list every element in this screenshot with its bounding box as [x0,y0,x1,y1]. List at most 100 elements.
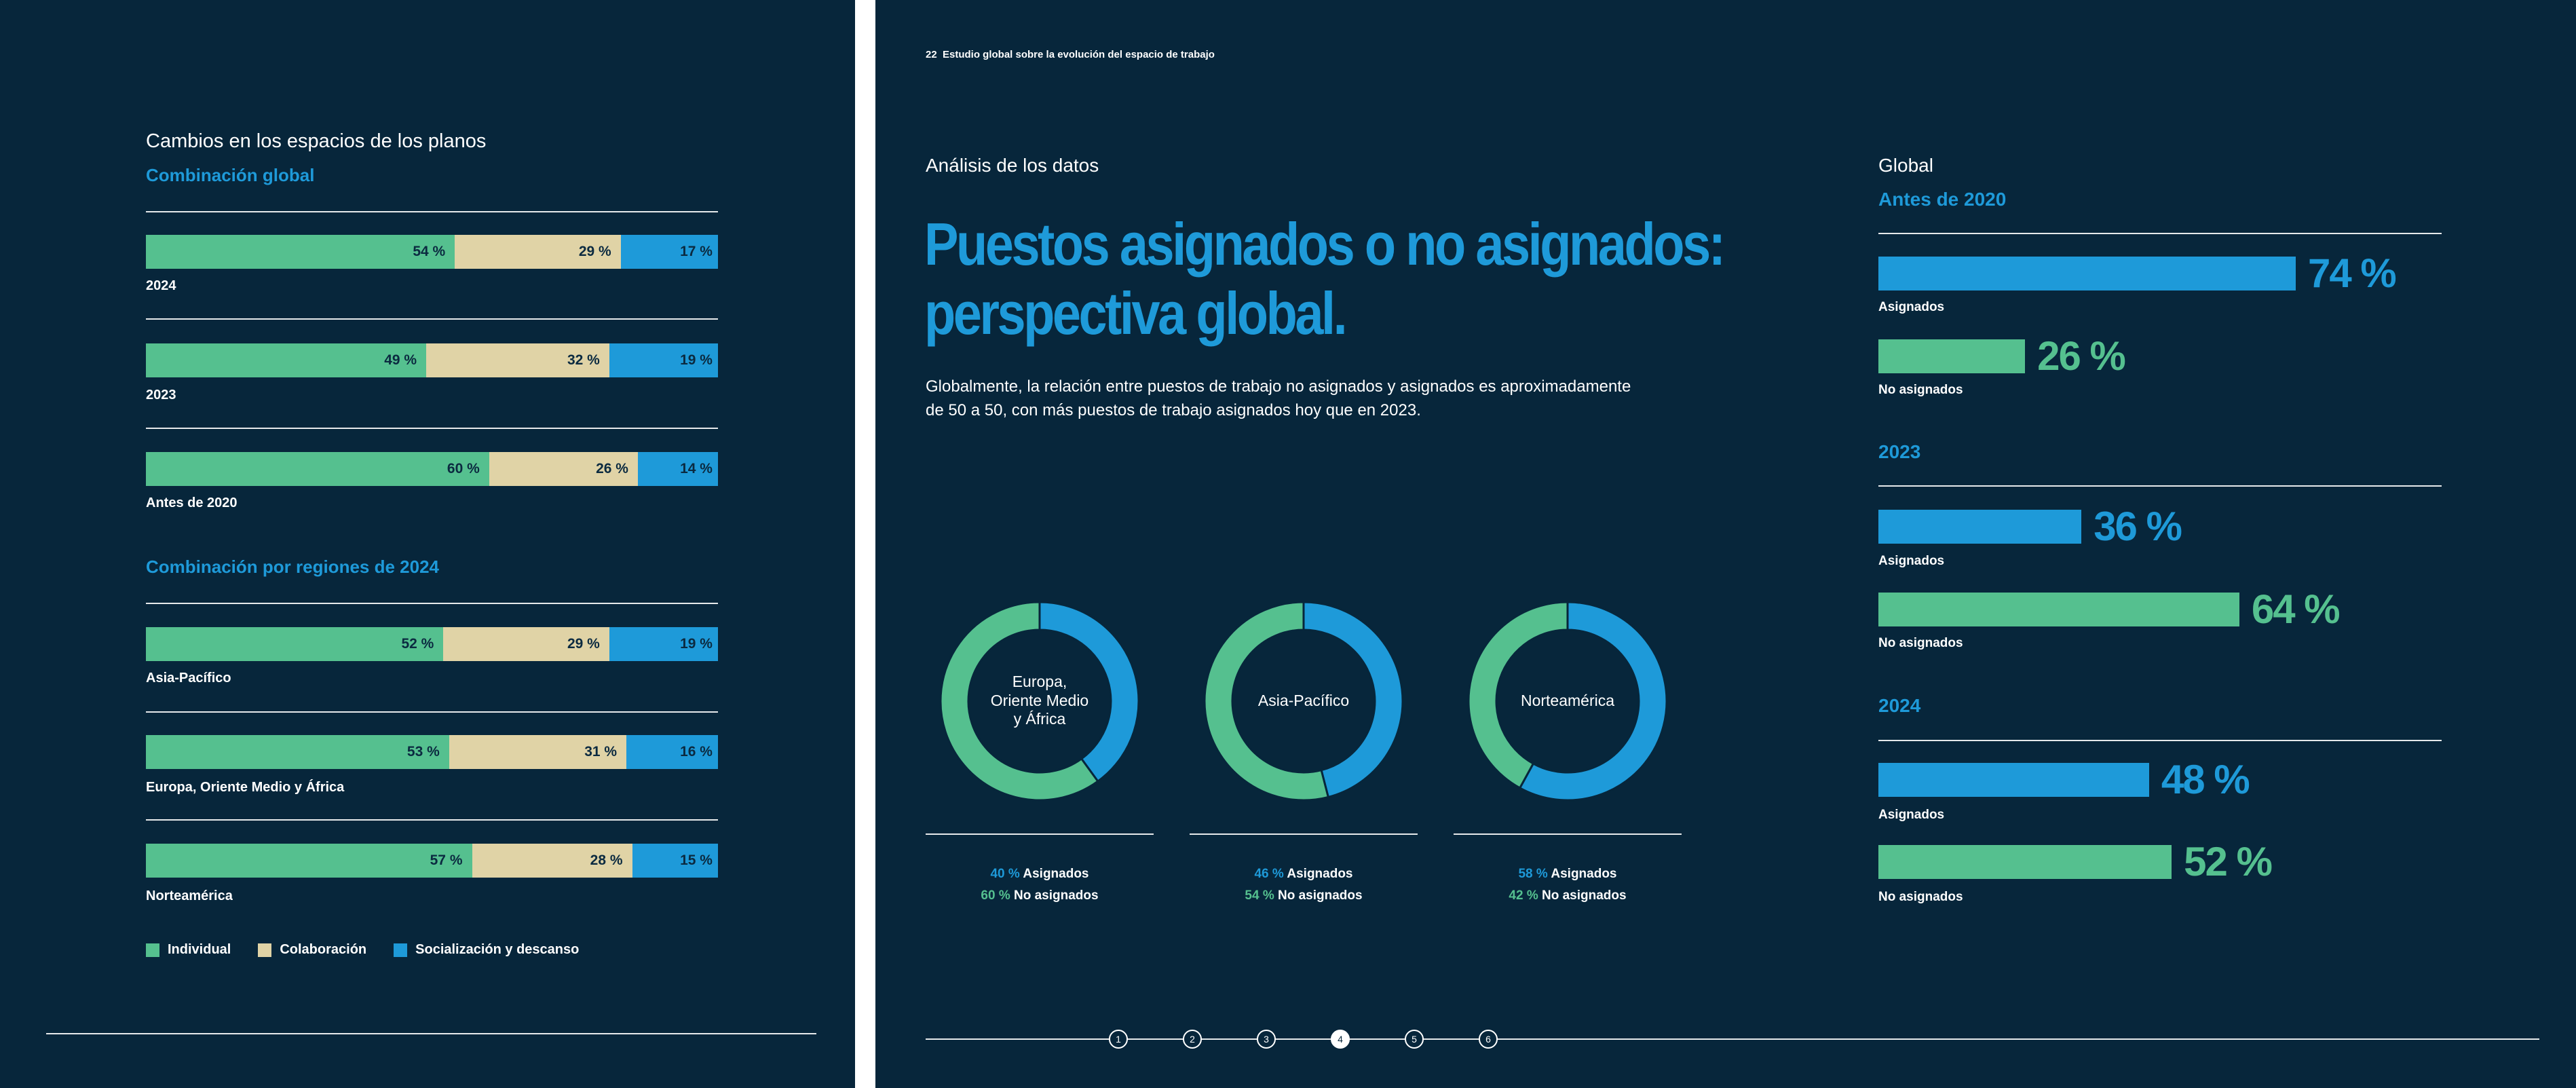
global-bar-no-asignados [1878,593,2239,626]
legend-label-individual: Individual [168,942,231,957]
bar-segment-colaboracion: 32 % [426,343,609,377]
legend-swatch-colaboracion [258,943,272,957]
pager-dot-4[interactable]: 4 [1331,1030,1350,1049]
legend-swatch-individual [146,943,159,957]
global-title: Global [1878,155,1933,176]
global-group-rule [1878,485,2442,487]
bar-segment-individual: 49 % [146,343,427,377]
global-bar-label: Asignados [1878,554,1945,568]
bar-segment-colaboracion: 26 % [489,452,638,486]
global-group-rule [1878,233,2442,234]
stacked-chart-rule [146,211,718,212]
legend-swatch-socializacion [394,943,408,957]
global-bar-asignados [1878,257,2296,290]
donut-center-label: Asia-Pacífico [1257,692,1350,709]
global-group-title: Antes de 2020 [1878,189,2007,210]
bar-category-label: Europa, Oriente Medio y África [146,780,345,795]
global-bar-row-no-asignados: 26 % [1878,336,2126,377]
donut-legend-no-asignados: 60 % No asignados [981,888,1099,903]
global-bar-row-asignados: 48 % [1878,759,2250,800]
global-bar-row-no-asignados: 64 % [1878,589,2341,630]
global-bar-value: 36 % [2094,504,2182,549]
bar-category-label: 2023 [146,388,176,402]
pager-dot-6[interactable]: 6 [1479,1030,1498,1049]
global-bar-row-asignados: 36 % [1878,506,2182,547]
global-bar-no-asignados [1878,845,2172,879]
pager-dot-1[interactable]: 1 [1109,1030,1128,1049]
pager-dot-2[interactable]: 2 [1183,1030,1202,1049]
donut-legend-no-asignados: 42 % No asignados [1509,888,1627,903]
global-bar-value: 74 % [2308,250,2397,296]
global-bar-value: 64 % [2251,586,2341,632]
headline-line2: perspectiva global. [924,280,1348,347]
headline-line1: Puestos asignados o no asignados: [924,210,1726,278]
body-line2: de 50 a 50, con más puestos de trabajo a… [926,401,1421,419]
donut-legend-asignados: 58 % Asignados [1518,867,1617,881]
donut-legend: 46 % Asignados 54 % No asignados [1188,863,1419,907]
stacked-bar: 54 % 29 % 17 % [146,235,718,269]
bar-segment-colaboracion: 29 % [443,627,609,661]
bar-segment-socializacion: 17 % [620,235,718,269]
legend-item-individual: Individual [146,942,231,958]
bar-segment-colaboracion: 31 % [449,735,627,769]
legend-item-colaboracion: Colaboración [258,942,366,958]
stacked-chart-rule [146,428,718,429]
bar-segment-individual: 52 % [146,627,444,661]
global-bar-label: No asignados [1878,383,1963,397]
legend: Individual Colaboración Socialización y … [146,942,579,958]
bar-segment-socializacion: 19 % [609,627,718,661]
donut-legend: 58 % Asignados 42 % No asignados [1452,863,1683,907]
donut-rule [1454,833,1682,835]
pager-dot-5[interactable]: 5 [1405,1030,1424,1049]
bar-segment-individual: 53 % [146,735,449,769]
stacked-bar: 49 % 32 % 19 % [146,343,718,377]
regional-section-title: Combinación por regiones de 2024 [146,557,439,577]
bar-segment-individual: 57 % [146,844,472,878]
global-bar-value: 26 % [2037,333,2126,379]
donut-rule [926,833,1154,835]
global-bar-value: 48 % [2161,757,2250,802]
kicker: Análisis de los datos [926,155,1099,176]
global-bar-asignados [1878,510,2082,544]
bar-segment-colaboracion: 29 % [455,235,621,269]
bar-segment-socializacion: 15 % [632,844,718,878]
global-bar-row-asignados: 74 % [1878,253,2397,294]
global-bar-label: No asignados [1878,636,1963,650]
global-group-title: 2023 [1878,441,1921,462]
bar-category-label: Norteamérica [146,888,233,903]
left-page [0,0,855,1088]
bar-segment-colaboracion: 28 % [472,844,632,878]
stacked-chart-rule [146,711,718,713]
body-line1: Globalmente, la relación entre puestos d… [926,377,1631,396]
stacked-chart-rule [146,318,718,320]
global-group-title: 2024 [1878,695,1921,716]
donut-legend-asignados: 46 % Asignados [1254,867,1353,881]
global-bar-value: 52 % [2184,839,2273,884]
global-bar-no-asignados [1878,339,2026,373]
global-bar-row-no-asignados: 52 % [1878,839,2273,884]
donut-legend-no-asignados: 54 % No asignados [1245,888,1363,903]
bar-category-label: Asia-Pacífico [146,671,231,686]
stacked-chart-rule [146,603,718,604]
donut-center-label: Europa, Oriente Medio y África [990,673,1089,728]
global-group-rule [1878,740,2442,741]
legend-label-socializacion: Socialización y descanso [415,942,580,957]
donut-center-label: Norteamérica [1520,692,1615,709]
global-bar-asignados [1878,763,2149,797]
global-section-title: Combinación global [146,165,315,185]
bar-segment-socializacion: 14 % [637,452,718,486]
left-footer-rule [46,1033,816,1034]
bar-segment-socializacion: 16 % [626,735,718,769]
bar-category-label: 2024 [146,278,176,293]
legend-label-colaboracion: Colaboración [280,942,367,957]
donut-rule [1190,833,1418,835]
global-bar-label: Asignados [1878,300,1945,314]
stacked-bar: 60 % 26 % 14 % [146,452,718,486]
bar-segment-individual: 54 % [146,235,455,269]
donut-legend-asignados: 40 % Asignados [990,867,1089,881]
bar-segment-individual: 60 % [146,452,489,486]
stacked-bar: 53 % 31 % 16 % [146,735,718,769]
pager-dot-3[interactable]: 3 [1257,1030,1276,1049]
stacked-bar: 57 % 28 % 15 % [146,844,718,878]
legend-item-socializacion: Socialización y descanso [394,942,579,958]
